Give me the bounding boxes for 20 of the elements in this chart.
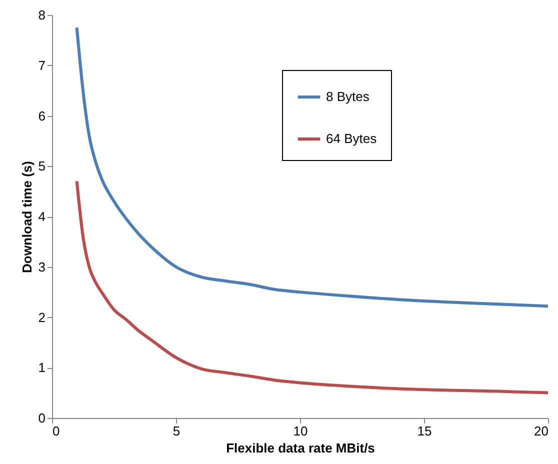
y-tick-label: 7 xyxy=(38,58,46,73)
x-tick-label: 20 xyxy=(534,424,548,438)
x-tick-label: 5 xyxy=(172,424,180,438)
y-tick-label: 5 xyxy=(38,158,46,174)
y-tick-label: 2 xyxy=(38,310,46,325)
y-tick-label: 1 xyxy=(38,360,46,376)
x-tick-label: 10 xyxy=(293,424,308,438)
y-tick-label: 6 xyxy=(38,108,46,124)
line-series xyxy=(75,26,548,308)
legend-label: 64 Bytes xyxy=(326,131,378,146)
y-tick-label: 4 xyxy=(38,209,46,224)
y-tick-label: 8 xyxy=(38,8,46,22)
y-axis-title: Download time (s) xyxy=(19,161,34,273)
x-axis-title: Flexible data rate MBit/s xyxy=(226,440,375,456)
y-tick-label: 0 xyxy=(38,410,46,426)
y-tick-label: 3 xyxy=(38,259,46,274)
x-tick-label: 0 xyxy=(52,424,60,438)
line-series xyxy=(75,180,548,394)
legend-label: 8 Bytes xyxy=(326,89,370,104)
x-tick-label: 15 xyxy=(417,424,432,438)
